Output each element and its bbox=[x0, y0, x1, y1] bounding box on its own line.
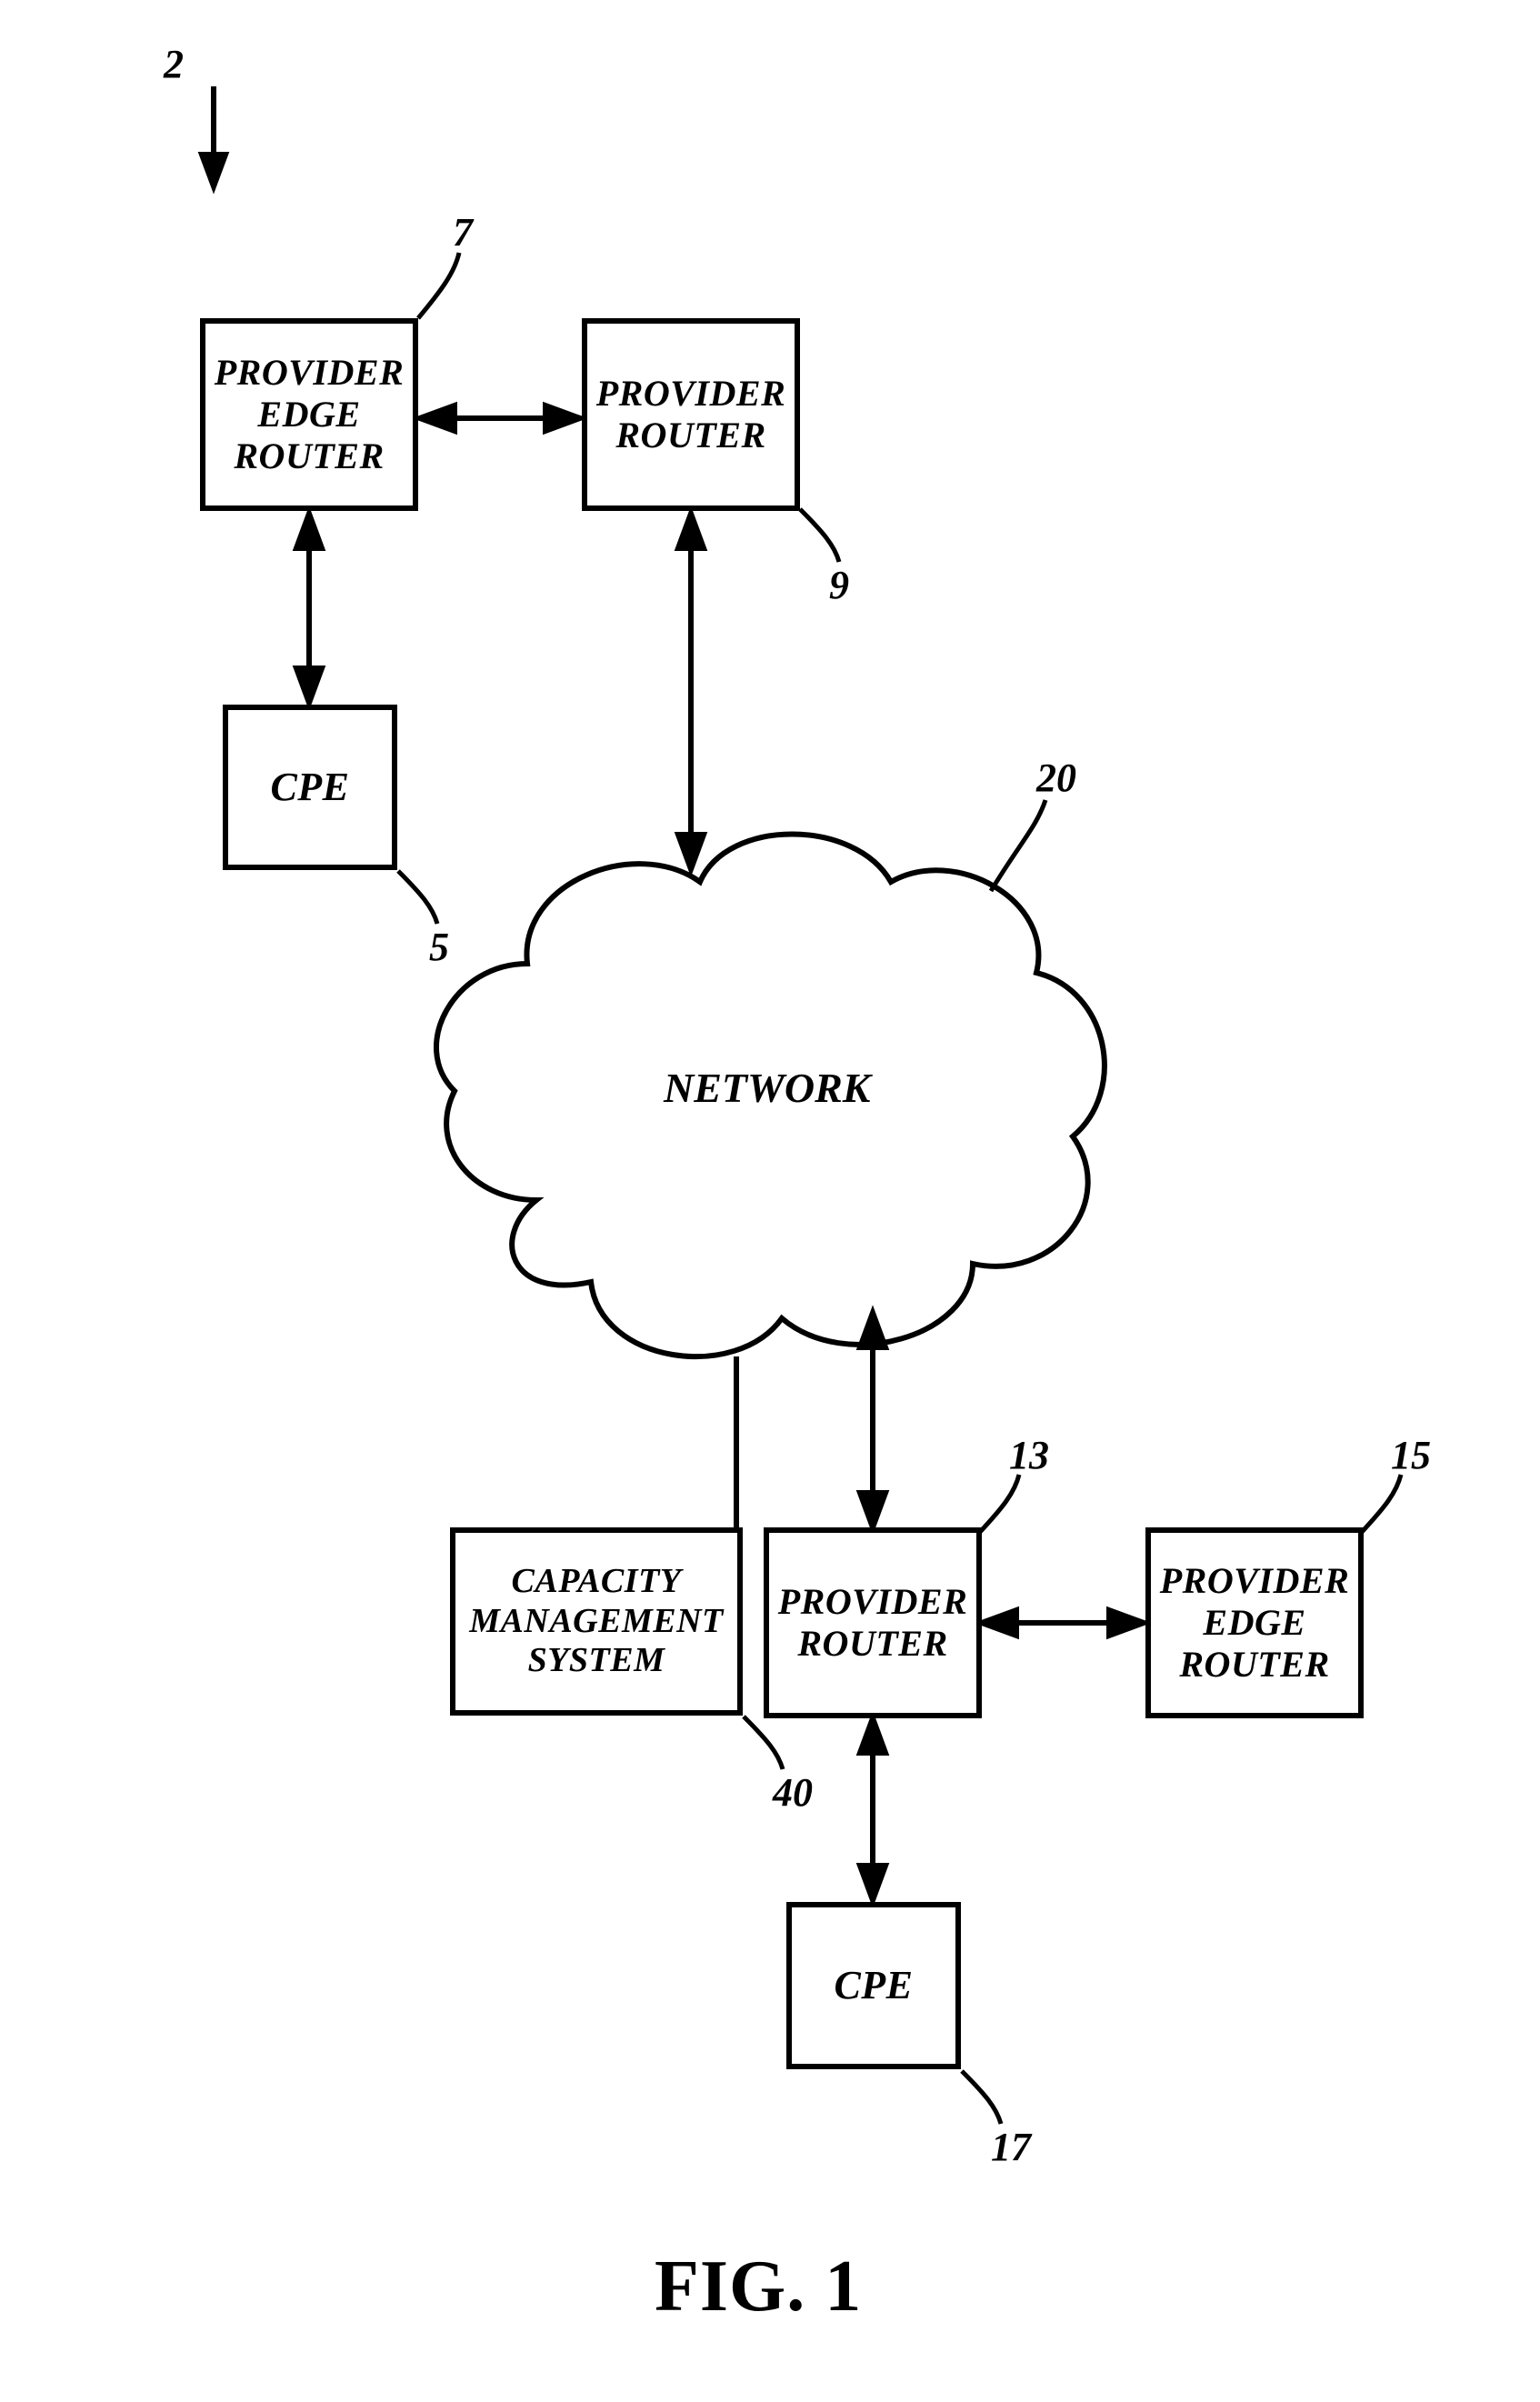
right-pe-line1: PROVIDER bbox=[1160, 1560, 1350, 1602]
box-right-cpe: CPE bbox=[786, 1902, 961, 2069]
leader-15 bbox=[1362, 1475, 1401, 1532]
conn-right-p-pe bbox=[982, 1610, 1144, 1636]
cloud-ref-leader bbox=[991, 800, 1045, 891]
right-p-line1: PROVIDER bbox=[778, 1581, 968, 1623]
leader-9 bbox=[800, 509, 839, 562]
right-pe-line3: ROUTER bbox=[1179, 1644, 1329, 1686]
figure-label: FIG. 1 bbox=[655, 2246, 862, 2328]
leader-17 bbox=[962, 2071, 1001, 2124]
conn-left-p-network bbox=[678, 514, 704, 869]
conn-left-pe-cpe bbox=[296, 514, 322, 703]
box-left-cpe: CPE bbox=[223, 705, 397, 870]
box-right-p-router: PROVIDER ROUTER bbox=[764, 1527, 982, 1718]
right-p-line2: ROUTER bbox=[797, 1623, 947, 1665]
conn-right-p-cpe bbox=[860, 1718, 885, 1900]
box-right-pe-router: PROVIDER EDGE ROUTER bbox=[1145, 1527, 1364, 1718]
diagram-canvas: 2 PROVIDER EDGE ROUTER 7 PROVIDER ROUTER… bbox=[0, 0, 1540, 2402]
ref-15: 15 bbox=[1391, 1432, 1431, 1478]
ref-17: 17 bbox=[991, 2124, 1031, 2170]
left-p-line1: PROVIDER bbox=[596, 373, 786, 415]
box-left-pe-router: PROVIDER EDGE ROUTER bbox=[200, 318, 418, 511]
leader-13 bbox=[980, 1475, 1019, 1532]
cms-line3: SYSTEM bbox=[528, 1641, 665, 1681]
ref-9: 9 bbox=[829, 562, 849, 608]
network-label: NETWORK bbox=[664, 1064, 870, 1112]
left-p-line2: ROUTER bbox=[615, 415, 765, 456]
box-left-p-router: PROVIDER ROUTER bbox=[582, 318, 800, 511]
leader-5 bbox=[398, 871, 437, 924]
cms-line2: MANAGEMENT bbox=[469, 1602, 724, 1642]
top-ref-arrow bbox=[202, 86, 225, 186]
left-pe-line2: EDGE bbox=[257, 394, 360, 435]
left-pe-line1: PROVIDER bbox=[215, 352, 405, 394]
ref-7: 7 bbox=[453, 209, 473, 255]
right-pe-line2: EDGE bbox=[1203, 1602, 1305, 1644]
conn-network-right-p bbox=[860, 1313, 885, 1527]
left-cpe-line1: CPE bbox=[270, 765, 349, 811]
ref-top: 2 bbox=[164, 41, 184, 87]
right-cpe-line1: CPE bbox=[834, 1963, 913, 2009]
cms-line1: CAPACITY bbox=[512, 1562, 682, 1602]
conn-left-pe-p bbox=[420, 405, 580, 431]
left-pe-line3: ROUTER bbox=[234, 435, 384, 477]
leader-7 bbox=[418, 253, 459, 318]
leader-40 bbox=[744, 1716, 783, 1769]
ref-40: 40 bbox=[773, 1769, 813, 1816]
ref-20: 20 bbox=[1036, 755, 1076, 801]
ref-13: 13 bbox=[1009, 1432, 1049, 1478]
ref-5: 5 bbox=[429, 924, 449, 970]
box-cms: CAPACITY MANAGEMENT SYSTEM bbox=[450, 1527, 743, 1716]
